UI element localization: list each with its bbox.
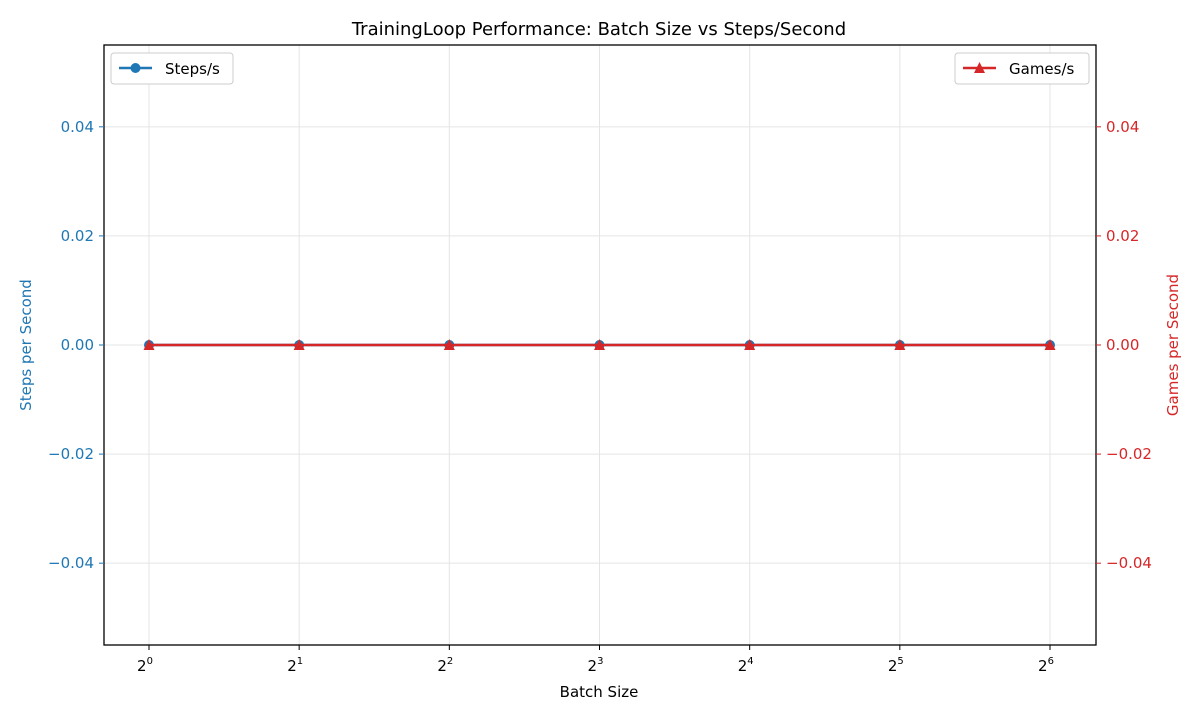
left-tick-label-2: 0.00 xyxy=(61,336,94,354)
left-axis-label: Steps per Second xyxy=(17,279,35,411)
x-tick-label-5: 25 xyxy=(888,656,904,675)
legend-left: Steps/s xyxy=(110,52,234,85)
right-tick-label-4: 0.04 xyxy=(1106,118,1139,136)
left-tick-label-4: 0.04 xyxy=(61,118,94,136)
chart-title: TrainingLoop Performance: Batch Size vs … xyxy=(351,19,846,40)
right-axis-label: Games per Second xyxy=(1164,274,1182,416)
right-tick-label-3: 0.02 xyxy=(1106,227,1139,245)
legend-left-box xyxy=(110,52,234,85)
x-tick-label-4: 24 xyxy=(738,656,754,675)
x-axis-label: Batch Size xyxy=(560,683,639,701)
legend-left-marker xyxy=(130,63,141,73)
x-tick-label-2: 22 xyxy=(437,656,453,675)
left-tick-label-0: −0.04 xyxy=(48,554,94,572)
left-axis-ticks: −0.04 −0.02 0.00 0.02 0.04 xyxy=(48,118,104,572)
point-games-s-2 xyxy=(443,339,455,350)
right-tick-label-0: −0.04 xyxy=(1106,554,1152,572)
point-games-s-1 xyxy=(293,339,305,350)
left-tick-label-1: −0.02 xyxy=(48,445,94,463)
legend-right-marker xyxy=(974,62,985,73)
right-tick-label-1: −0.02 xyxy=(1106,445,1152,463)
x-tick-label-0: 20 xyxy=(137,656,153,675)
legend-left-label: Steps/s xyxy=(165,60,220,78)
point-games-s-4 xyxy=(744,339,756,350)
point-games-s-3 xyxy=(594,339,605,350)
legend-right: Games/s xyxy=(954,52,1090,85)
point-games-s-0 xyxy=(143,339,155,350)
legend-right-box xyxy=(954,52,1090,85)
right-axis-ticks: −0.04 −0.02 0.00 0.02 0.04 xyxy=(1096,118,1152,572)
right-tick-label-2: 0.00 xyxy=(1106,336,1139,354)
left-tick-label-3: 0.02 xyxy=(61,227,94,245)
series-layer xyxy=(143,339,1056,350)
x-tick-label-3: 23 xyxy=(588,656,604,675)
x-axis-ticks: 20 21 22 23 24 25 26 xyxy=(137,645,1054,675)
legend-right-label: Games/s xyxy=(1009,60,1075,78)
point-games-s-6 xyxy=(1044,339,1056,350)
x-tick-label-1: 21 xyxy=(287,656,303,675)
x-tick-label-6: 26 xyxy=(1038,656,1054,675)
point-games-s-5 xyxy=(894,339,906,350)
